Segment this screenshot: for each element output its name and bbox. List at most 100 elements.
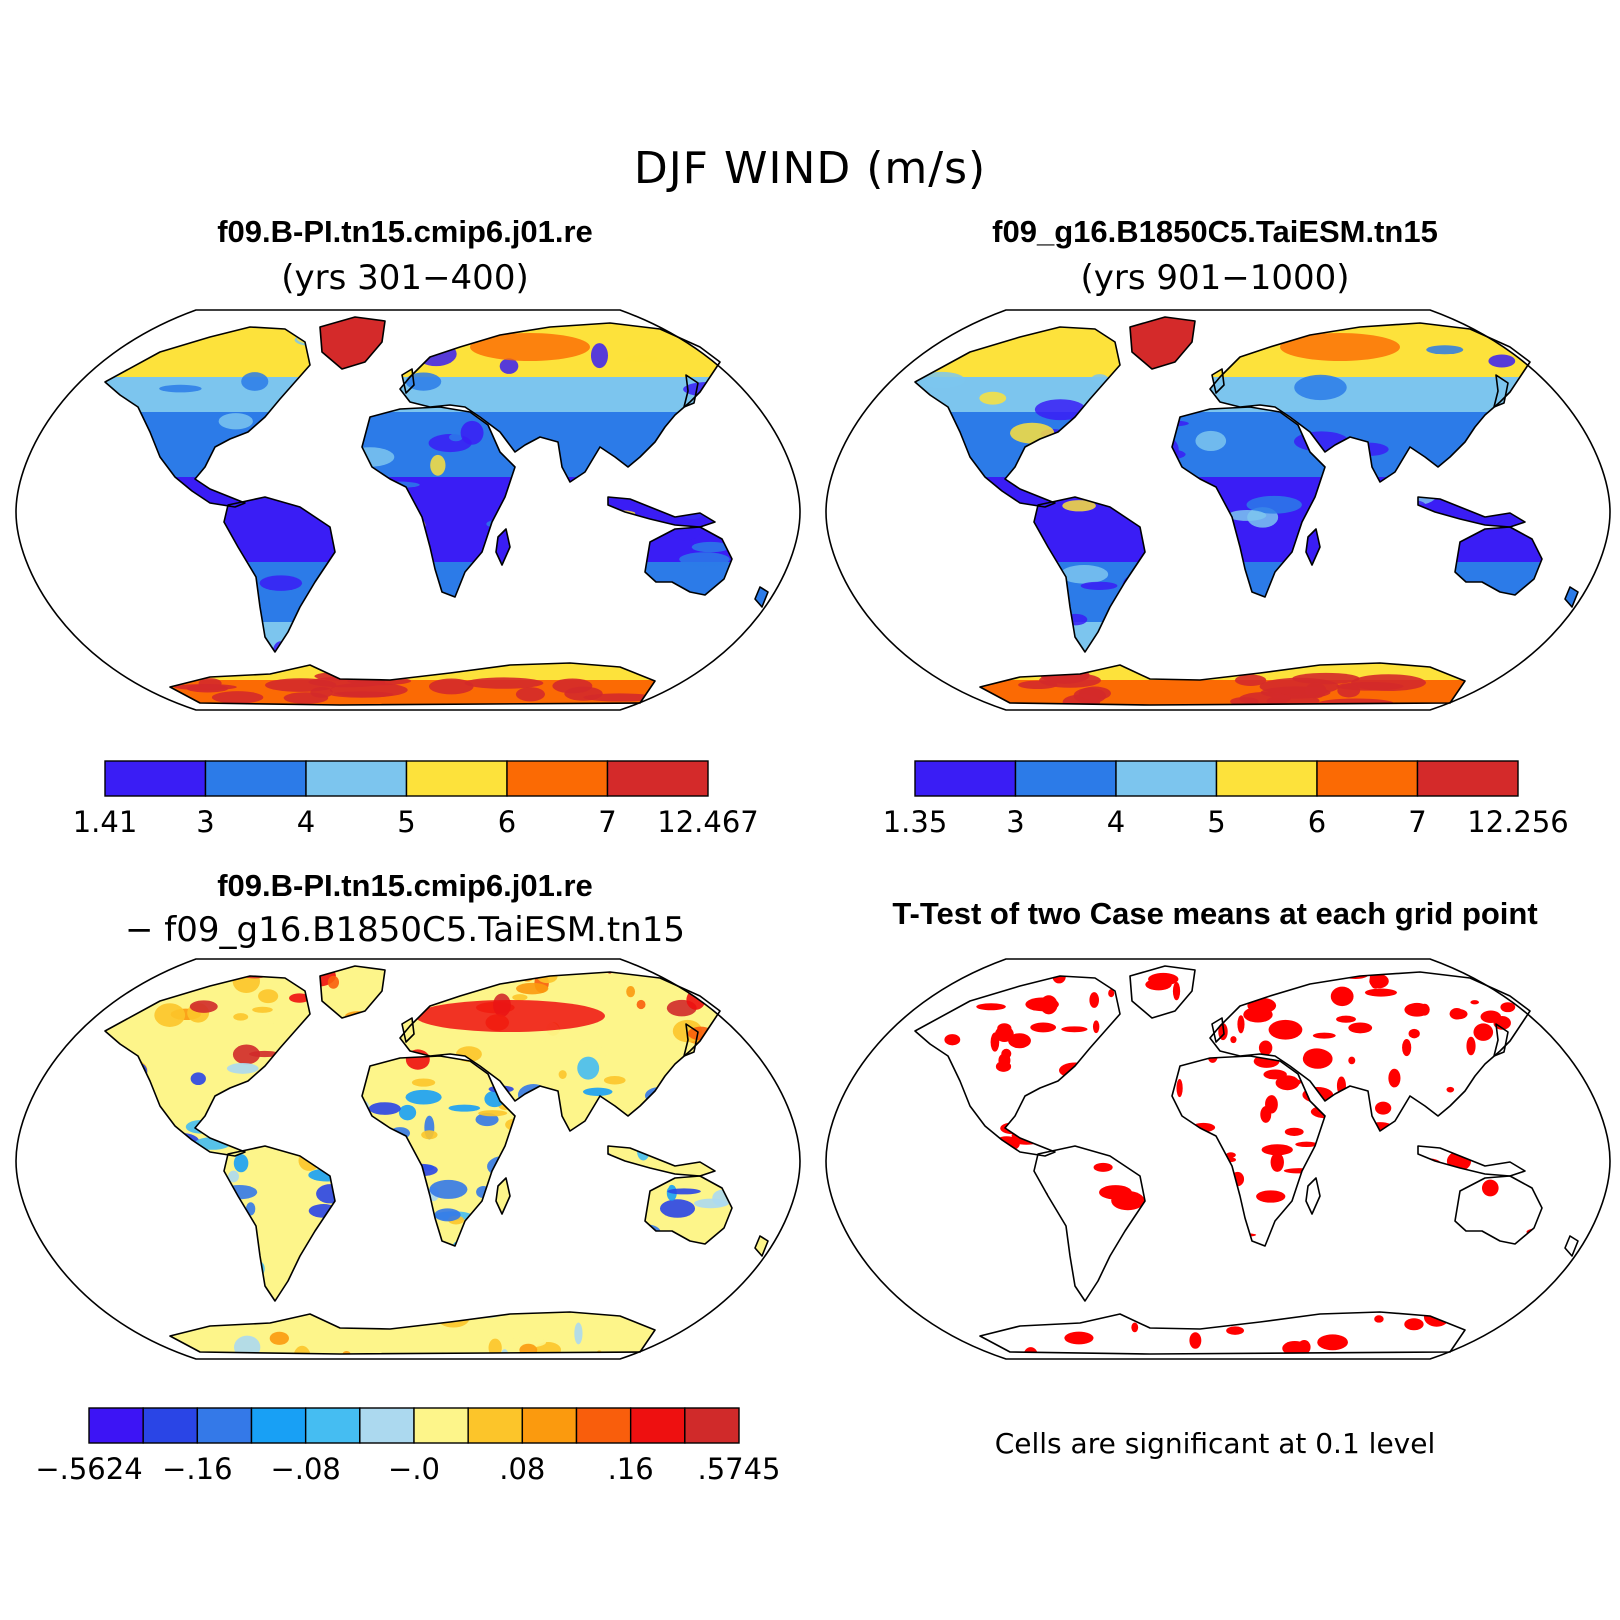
coastline-britain bbox=[1211, 368, 1225, 394]
coastline-africa bbox=[1171, 1055, 1326, 1247]
panel-3-subtitle: − f09_g16.B1850C5.TaiESM.tn15 bbox=[125, 910, 685, 950]
colorbar-swatch bbox=[467, 1407, 524, 1444]
coastline-eurasia bbox=[1209, 971, 1531, 1132]
panel-3-colorbar: −.5624 −.16 −.08 −.0 .08 .16 .5745 bbox=[35, 1407, 781, 1488]
coastline-new-zealand bbox=[1564, 586, 1579, 608]
panel-2-subtitle: (yrs 901−1000) bbox=[1080, 258, 1350, 298]
coastline-antarctica bbox=[169, 1311, 656, 1355]
colorbar-ticks: 1.41 3 4 5 6 7 12.467 bbox=[73, 805, 759, 841]
coastline-south-america bbox=[1033, 1145, 1146, 1302]
colorbar-tick-label: 6 bbox=[1307, 805, 1327, 839]
colorbar-swatch bbox=[521, 1407, 578, 1444]
figure-title: DJF WIND (m/s) bbox=[633, 143, 987, 194]
colorbar-swatch bbox=[405, 760, 508, 797]
coastline-japan bbox=[683, 374, 699, 408]
colorbar-tick-label: 4 bbox=[1106, 805, 1126, 839]
coastline-indonesia bbox=[607, 1145, 716, 1177]
colorbar-swatch bbox=[413, 1407, 469, 1444]
coastline-britain bbox=[401, 1017, 415, 1043]
colorbar-tick-label: .08 bbox=[499, 1452, 546, 1486]
colorbar-swatch bbox=[142, 1407, 199, 1444]
colorbar-swatch bbox=[1014, 760, 1117, 797]
colorbar-tick-label: −.08 bbox=[270, 1452, 341, 1486]
colorbar-tick-label: .16 bbox=[607, 1452, 654, 1486]
colorbar-tick-label: −.16 bbox=[162, 1452, 233, 1486]
coastline-greenland bbox=[319, 316, 386, 370]
colorbar-swatch bbox=[914, 760, 1017, 797]
coastline-eurasia bbox=[1209, 322, 1531, 483]
panel-2-map-svg bbox=[825, 309, 1611, 711]
coastline-britain bbox=[1211, 1017, 1225, 1043]
panel-4-title: T-Test of two Case means at each grid po… bbox=[892, 896, 1538, 931]
colorbar-swatch bbox=[304, 1407, 361, 1444]
coastline-africa bbox=[361, 406, 516, 598]
colorbar-tick-label: 4 bbox=[296, 805, 316, 839]
panel-1-map-svg bbox=[15, 309, 801, 711]
coastline-britain bbox=[401, 368, 415, 394]
coastline-eurasia bbox=[399, 322, 721, 483]
coastline-madagascar bbox=[1305, 1177, 1321, 1215]
map-border bbox=[825, 309, 1611, 711]
colorbar-tick-label: 5 bbox=[1207, 805, 1226, 839]
colorbar-swatch bbox=[196, 1407, 253, 1444]
panel-1-title: f09.B-PI.tn15.cmip6.j01.re bbox=[217, 214, 593, 249]
colorbar-tick-label: 1.35 bbox=[882, 805, 948, 839]
colorbar-tick-label: 7 bbox=[1408, 805, 1427, 839]
panel-3-map-svg bbox=[15, 958, 801, 1360]
map-border bbox=[825, 958, 1611, 1360]
coastline-madagascar bbox=[495, 528, 511, 566]
colorbar-ticks: 1.35 3 4 5 6 7 12.256 bbox=[883, 805, 1569, 841]
colorbar-tick-label: 3 bbox=[1006, 805, 1025, 839]
coastline-north-america bbox=[104, 326, 311, 508]
colorbar-swatches bbox=[88, 1407, 740, 1444]
colorbar-tick-label: 12.467 bbox=[657, 805, 759, 839]
coastline-eurasia bbox=[399, 971, 721, 1132]
coastline-greenland bbox=[1129, 965, 1196, 1019]
colorbar-swatch bbox=[606, 760, 709, 797]
map-border bbox=[15, 309, 801, 711]
colorbar-swatch bbox=[506, 760, 609, 797]
panel-1-colorbar: 1.41 3 4 5 6 7 12.467 bbox=[73, 760, 759, 841]
colorbar-tick-label: 3 bbox=[196, 805, 215, 839]
colorbar-swatch bbox=[250, 1407, 307, 1444]
coastline-africa bbox=[361, 1055, 516, 1247]
colorbar-swatch bbox=[1316, 760, 1419, 797]
coastline-new-zealand bbox=[1564, 1235, 1579, 1257]
colorbar-tick-label: −.5624 bbox=[35, 1452, 143, 1486]
coastline-antarctica bbox=[979, 662, 1466, 706]
coastline-south-america bbox=[1033, 496, 1146, 653]
panel-4-map-svg bbox=[825, 958, 1611, 1360]
colorbar-tick-label: 6 bbox=[497, 805, 517, 839]
colorbar-tick-label: 5 bbox=[397, 805, 416, 839]
colorbar-swatch bbox=[1215, 760, 1318, 797]
coastline-new-zealand bbox=[754, 586, 769, 608]
coastline-new-zealand bbox=[754, 1235, 769, 1257]
panel-4-map bbox=[820, 956, 1616, 1362]
panel-3-title: f09.B-PI.tn15.cmip6.j01.re bbox=[217, 868, 593, 903]
coastline-indonesia bbox=[1417, 1145, 1526, 1177]
coastline-north-america bbox=[104, 975, 311, 1157]
coastline-madagascar bbox=[495, 1177, 511, 1215]
colorbar-tick-label: 7 bbox=[598, 805, 617, 839]
coastline-greenland bbox=[1129, 316, 1196, 370]
colorbar-swatch bbox=[359, 1407, 415, 1444]
colorbar-tick-label: −.0 bbox=[388, 1452, 440, 1486]
colorbar-swatch bbox=[88, 1407, 144, 1444]
colorbar-swatch bbox=[629, 1407, 686, 1444]
coastline-japan bbox=[1493, 1023, 1509, 1057]
colorbar-swatch bbox=[204, 760, 307, 797]
colorbar-ticks: −.5624 −.16 −.08 −.0 .08 .16 .5745 bbox=[35, 1452, 780, 1488]
colorbar-swatch bbox=[684, 1407, 740, 1444]
colorbar-tick-label: 1.41 bbox=[72, 805, 138, 839]
colorbar-tick-label: .5745 bbox=[697, 1452, 781, 1486]
coastline-madagascar bbox=[1305, 528, 1321, 566]
colorbar-tick-label: 12.256 bbox=[1467, 805, 1569, 839]
panel-2-colorbar: 1.35 3 4 5 6 7 12.256 bbox=[883, 760, 1569, 841]
coastline-north-america bbox=[914, 975, 1121, 1157]
colorbar-swatch bbox=[575, 1407, 632, 1444]
colorbar-swatch bbox=[305, 760, 408, 797]
coastline-south-america bbox=[223, 496, 336, 653]
coastline-greenland bbox=[319, 965, 386, 1019]
colorbar-swatch bbox=[1115, 760, 1218, 797]
colorbar-swatch bbox=[1416, 760, 1519, 797]
